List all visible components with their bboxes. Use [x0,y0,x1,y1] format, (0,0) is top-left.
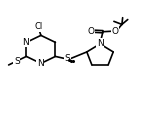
Text: S: S [14,56,20,66]
Text: O: O [112,27,119,36]
Text: O: O [87,27,94,36]
Text: Cl: Cl [35,22,43,31]
Text: N: N [97,39,103,48]
Text: S: S [65,54,70,63]
Text: N: N [37,59,44,68]
Text: N: N [22,38,29,47]
